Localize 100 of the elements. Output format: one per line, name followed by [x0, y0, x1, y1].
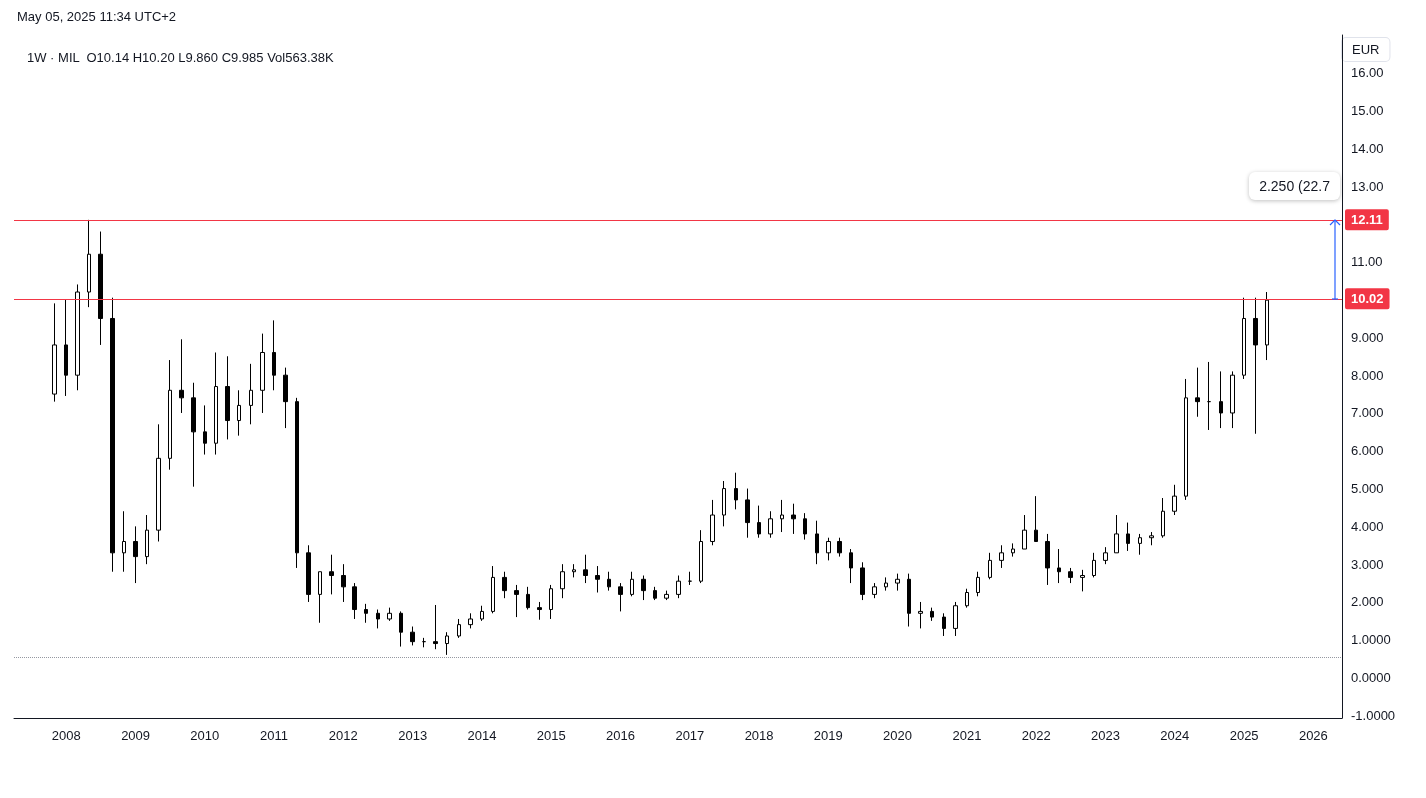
candlestick [75, 283, 80, 391]
candlestick [1138, 533, 1142, 556]
candlestick [1034, 495, 1038, 542]
candlestick [826, 537, 831, 561]
candlestick [468, 612, 473, 629]
x-tick-label: 2018 [744, 728, 774, 743]
candlestick [249, 363, 253, 425]
y-tick-label: 8.000 [1351, 367, 1384, 383]
candlestick [433, 604, 438, 650]
candlestick [306, 544, 311, 603]
candlestick [491, 565, 495, 614]
y-tick-label: 6.000 [1351, 443, 1384, 459]
candlestick [1149, 531, 1154, 546]
candlestick [1161, 497, 1165, 539]
candlestick [445, 631, 449, 656]
candlestick [387, 607, 392, 622]
candlestick [988, 552, 992, 580]
candlestick [664, 590, 669, 601]
candlestick [156, 423, 161, 542]
candlestick [872, 582, 877, 599]
x-tick-label: 2012 [328, 728, 358, 743]
candlestick [272, 319, 276, 391]
x-tick-label: 2021 [952, 728, 982, 743]
candlestick [1184, 378, 1188, 501]
candlestick [1126, 522, 1130, 552]
candlestick [87, 219, 91, 308]
x-tick-label: 2016 [605, 728, 635, 743]
candlestick [549, 584, 553, 620]
candlestick [930, 607, 934, 622]
candlestick [815, 520, 819, 565]
candlestick [410, 626, 415, 646]
candlestick [295, 397, 299, 569]
y-tick-label: 1.0000 [1351, 632, 1391, 648]
candlestick [653, 586, 657, 601]
candlestick [457, 618, 461, 639]
x-tick-label: 2020 [883, 728, 913, 743]
y-axis-title: EUR [1352, 42, 1380, 57]
candlestick [583, 554, 588, 584]
candlestick [884, 576, 888, 592]
candlestick [907, 573, 911, 628]
candlestick [607, 571, 611, 592]
y-tick-label: 0.0000 [1351, 670, 1391, 686]
candlestick [745, 488, 750, 539]
candlestick [734, 472, 738, 510]
candlestick [537, 601, 542, 621]
candlestick [688, 571, 692, 586]
candlestick [1022, 514, 1027, 550]
candlestick [514, 584, 519, 618]
candlestick [122, 510, 126, 573]
y-tick-label: 5.000 [1351, 481, 1384, 497]
candlestick [1068, 567, 1073, 584]
candlestick [376, 609, 380, 629]
candlestick [699, 529, 703, 584]
candlestick [1103, 546, 1108, 565]
candlestick [1242, 297, 1246, 380]
candlestick [1045, 533, 1050, 586]
candlestick [260, 333, 265, 414]
x-tick-label: 2011 [260, 728, 289, 743]
x-tick-label: 2024 [1160, 728, 1190, 743]
x-tick-label: 2026 [1298, 728, 1328, 743]
y-tick-label: 4.000 [1351, 518, 1384, 534]
candlestick [225, 355, 230, 440]
x-tick-label: 2014 [467, 728, 497, 743]
y-tick-label: 15.00 [1351, 103, 1384, 119]
annotation: 2.250 (22.7 [1249, 171, 1340, 200]
y-tick-label: 14.00 [1351, 140, 1384, 156]
candlestick [203, 404, 207, 456]
candlestick [399, 610, 403, 648]
candlestick [676, 575, 681, 599]
ref-line-label: 12.11 [1351, 212, 1383, 228]
y-tick-label: 9.000 [1351, 329, 1384, 345]
candlestick [480, 605, 484, 622]
y-tick-label: 7.000 [1351, 405, 1384, 421]
candlestick [710, 499, 715, 546]
x-tick-label: 2013 [398, 728, 428, 743]
chart-subtitle: May 05, 2025 11:34 UTC+2 [17, 9, 177, 24]
y-tick-label: 16.00 [1351, 65, 1384, 81]
candlestick [526, 586, 530, 611]
candlestick [214, 352, 218, 456]
y-tick-label: 13.00 [1351, 178, 1384, 194]
candlestick [572, 563, 576, 578]
candlestick [918, 601, 923, 629]
candlestick [179, 338, 184, 414]
candlestick [837, 537, 842, 558]
candlestick [1080, 569, 1085, 592]
candlestick [849, 548, 853, 584]
candlestick [318, 571, 322, 624]
candlestick [1011, 542, 1015, 558]
x-tick-label: 2025 [1229, 728, 1259, 743]
x-tick-label: 2008 [51, 728, 81, 743]
text: 1W · MIL O10.14 H10.20 L9.860 C9.985 Vol563.38K [27, 50, 334, 65]
candlestick [64, 299, 68, 397]
candlestick [953, 601, 958, 637]
candlestick [98, 231, 103, 346]
x-tick-label: 2019 [813, 728, 843, 743]
candlestick [1057, 548, 1061, 584]
candlestick [1207, 361, 1211, 431]
candlestick [722, 480, 726, 527]
candlestick [965, 588, 969, 609]
candlestick [1230, 370, 1235, 429]
